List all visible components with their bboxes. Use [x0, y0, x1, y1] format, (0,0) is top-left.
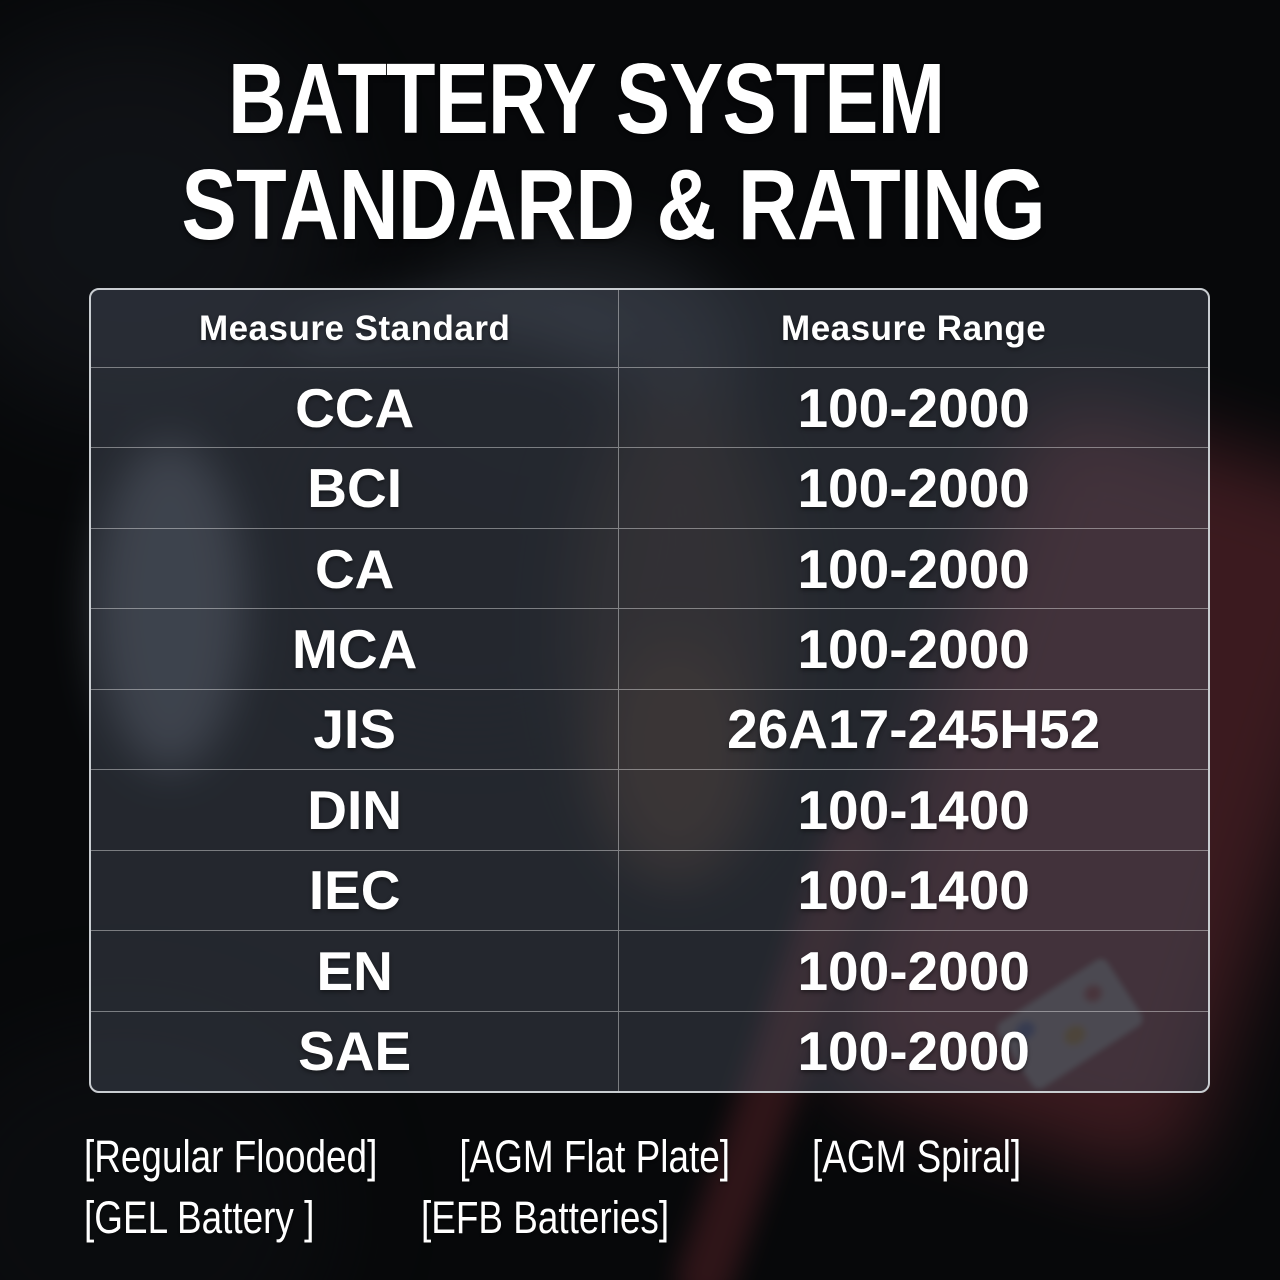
measure-range-cell: 100-2000	[619, 367, 1208, 447]
title-line-2: STANDARD & RATING	[0, 152, 1280, 258]
title-line-1: BATTERY SYSTEM	[0, 46, 1280, 152]
battery-type-label: [AGM Spiral]	[812, 1130, 1022, 1182]
title-line-1-text: BATTERY SYSTEM	[227, 43, 945, 155]
battery-standard-table: Measure Standard Measure Range CCA 100-20…	[89, 288, 1210, 1093]
measure-range-cell: 26A17-245H52	[619, 688, 1208, 769]
measure-standard-cell: CCA	[91, 367, 620, 448]
battery-type-label: [GEL Battery ]	[84, 1191, 315, 1243]
measure-range-cell: 100-2000	[619, 608, 1208, 688]
header-measure-standard: Measure Standard	[91, 290, 620, 367]
battery-types-line-1: [Regular Flooded] [AGM Flat Plate] [AGM Sp…	[84, 1126, 1068, 1187]
measure-range-cell: 100-2000	[619, 527, 1208, 608]
measure-range-cell: 100-2000	[619, 447, 1208, 527]
battery-type-label: [EFB Batteries]	[420, 1191, 670, 1243]
measure-range-cell: 100-1400	[619, 849, 1208, 930]
battery-types-section: [Regular Flooded] [AGM Flat Plate] [AGM Sp…	[84, 1126, 1280, 1248]
measure-standard-cell: DIN	[91, 769, 620, 850]
page-title: BATTERY SYSTEM STANDARD & RATING	[0, 46, 1280, 258]
battery-type-label: [AGM Flat Plate]	[459, 1130, 731, 1182]
measure-standard-cell: BCI	[91, 447, 620, 528]
header-measure-range: Measure Range	[781, 308, 1047, 348]
measure-standard-cell: JIS	[91, 688, 620, 770]
measure-range-cell: 100-1400	[619, 769, 1208, 849]
battery-type-label: [Regular Flooded]	[84, 1130, 378, 1182]
measure-standard-cell: CA	[91, 527, 620, 609]
battery-types-line-2: [GEL Battery ] [EFB Batteries]	[84, 1187, 1068, 1248]
measure-standard-cell: SAE	[91, 1010, 620, 1091]
measure-range-cell: 100-2000	[619, 1010, 1208, 1091]
measure-range-cell: 100-2000	[619, 930, 1208, 1010]
measure-standard-cell: IEC	[91, 849, 620, 931]
title-line-2-text: STANDARD & RATING	[181, 149, 1045, 261]
measure-standard-cell: EN	[91, 930, 620, 1011]
measure-standard-cell: MCA	[91, 608, 620, 689]
